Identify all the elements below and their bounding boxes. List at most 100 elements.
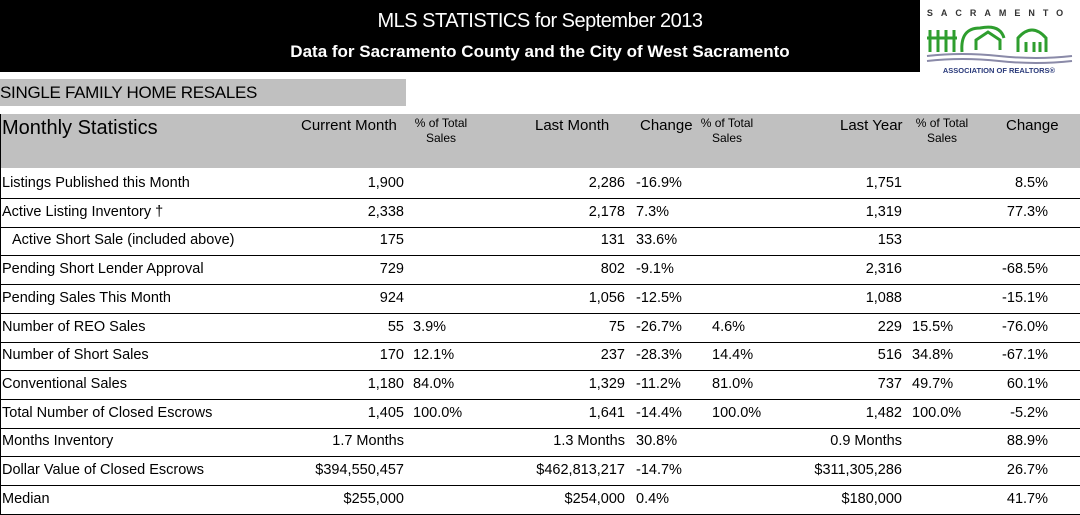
- cell-cm: $255,000: [343, 490, 404, 507]
- col-change-month: Change: [640, 117, 693, 134]
- cell-cm: 729: [379, 261, 404, 278]
- page-subtitle: Data for Sacramento County and the City …: [290, 42, 790, 61]
- col-pct-current: % of Total: [414, 116, 468, 130]
- cell-lm: 2,178: [588, 203, 625, 220]
- cell-ly: $311,305,286: [814, 462, 902, 478]
- cell-ch: -26.7%: [636, 318, 682, 335]
- cell-yc: 77.3%: [1006, 203, 1048, 220]
- cell-ly: 1,482: [865, 404, 902, 421]
- table-title: Monthly Statistics: [2, 117, 158, 139]
- cell-cp: 84.0%: [413, 375, 455, 392]
- row-label: Median: [2, 490, 50, 507]
- sacramento-realtors-logo: SACRAMENTO ASSOCIATION OF REALTORS®: [922, 2, 1077, 75]
- cell-lm: $462,813,217: [536, 462, 625, 478]
- cell-cm: 2,338: [367, 203, 404, 220]
- cell-lm: 1,641: [588, 404, 625, 421]
- cell-ly: 153: [877, 232, 902, 249]
- row-label: Pending Short Lender Approval: [2, 261, 204, 278]
- cell-ly: 1,088: [865, 289, 902, 306]
- title-banner: [0, 0, 920, 72]
- cell-yc: -5.2%: [1010, 404, 1048, 421]
- cell-lp: 4.6%: [712, 318, 746, 335]
- cell-lp: 81.0%: [712, 375, 754, 392]
- cell-yp: 34.8%: [912, 347, 954, 364]
- cell-lp: 100.0%: [712, 404, 762, 421]
- cell-ch: -14.7%: [636, 462, 682, 478]
- cell-cm: 1,900: [367, 175, 404, 191]
- row-label: Total Number of Closed Escrows: [2, 404, 213, 421]
- cell-yp: 49.7%: [912, 375, 954, 392]
- cell-lm: 2,286: [588, 175, 625, 191]
- cell-ly: 229: [877, 318, 902, 335]
- table-row: Conventional Sales 1,180 84.0% 1,329 -11.2% 8…: [0, 371, 1080, 400]
- cell-ch: 30.8%: [636, 433, 678, 450]
- row-label: Months Inventory: [2, 433, 114, 450]
- row-label: Active Listing Inventory †: [2, 203, 164, 220]
- section-title: SINGLE FAMILY HOME RESALES: [0, 79, 406, 106]
- cell-yc: -68.5%: [1002, 261, 1048, 278]
- svg-text:SACRAMENTO: SACRAMENTO: [927, 8, 1071, 18]
- cell-ch: -11.2%: [636, 375, 681, 392]
- cell-ch: 0.4%: [636, 490, 670, 507]
- cell-lm: 802: [600, 261, 625, 278]
- cell-lm: 1,056: [588, 289, 625, 306]
- row-label: Number of REO Sales: [2, 318, 146, 335]
- cell-cm: 924: [379, 289, 404, 306]
- page-title: MLS STATISTICS for September 2013: [377, 10, 703, 32]
- col-pct-last-year: % of Total: [915, 116, 969, 130]
- table-row: Listings Published this Month 1,900 2,286-…: [0, 170, 1080, 199]
- cell-lm: 75: [608, 318, 625, 335]
- cell-ch: -16.9%: [636, 175, 682, 191]
- cell-yc: -76.0%: [1002, 318, 1048, 335]
- cell-lm: 131: [600, 232, 625, 249]
- row-label: Listings Published this Month: [2, 175, 190, 191]
- table-row: Pending Sales This Month 924 1,056 -12.5% 1,…: [0, 285, 1080, 314]
- cell-lm: 1,329: [588, 375, 625, 392]
- cell-cm: 170: [379, 347, 404, 364]
- cell-ly: 0.9 Months: [830, 433, 902, 450]
- table-row: Active Short Sale (included above) 175 131…: [0, 227, 1080, 257]
- cell-yc: -15.1%: [1002, 289, 1048, 306]
- col-last-month: Last Month: [535, 117, 610, 134]
- cell-cm: $394,550,457: [315, 462, 404, 478]
- row-label: Active Short Sale (included above): [12, 232, 235, 249]
- cell-cp: 12.1%: [413, 347, 455, 364]
- cell-lm: 237: [600, 347, 625, 364]
- table-row: Number of REO Sales 55 3.9% 75 -26.7% 4.6% 229…: [0, 314, 1080, 343]
- table-left-border: [0, 114, 1, 514]
- cell-ly: 516: [877, 347, 902, 364]
- row-label: Conventional Sales: [2, 375, 127, 392]
- col-pct-current-sub: Sales: [425, 131, 457, 145]
- cell-lp: 14.4%: [712, 347, 754, 364]
- cell-yc: 8.5%: [1014, 175, 1048, 191]
- cell-lm: 1.3 Months: [553, 433, 625, 450]
- table-row: Months Inventory 1.7 Months 1.3 Months 30.8…: [0, 428, 1080, 458]
- table-row: Total Number of Closed Escrows 1,405 100.0…: [0, 400, 1080, 429]
- cell-yc: -67.1%: [1002, 347, 1048, 364]
- table-row: Pending Short Lender Approval 729 802 -9.1%…: [0, 256, 1080, 286]
- cell-yp: 100.0%: [912, 404, 962, 421]
- cell-yc: 41.7%: [1006, 490, 1048, 507]
- cell-yc: 26.7%: [1006, 462, 1048, 478]
- cell-ly: 1,319: [865, 203, 902, 220]
- col-change-year: Change: [1006, 117, 1059, 134]
- cell-cm: 1,180: [367, 375, 404, 392]
- col-pct-last-month-sub: Sales: [711, 131, 743, 145]
- cell-lm: $254,000: [564, 490, 625, 507]
- cell-ly: 737: [877, 375, 902, 392]
- table-row: Dollar Value of Closed Escrows $394,550,4…: [0, 457, 1080, 486]
- cell-yp: 15.5%: [912, 318, 954, 335]
- cell-ly: 1,751: [865, 175, 902, 191]
- cell-ch: -14.4%: [636, 404, 682, 421]
- table-header: Monthly Statistics Current Month % of To…: [0, 114, 1080, 168]
- col-current-month: Current Month: [301, 117, 397, 134]
- row-label: Dollar Value of Closed Escrows: [2, 462, 205, 478]
- cell-cm: 55: [387, 318, 404, 335]
- svg-text:ASSOCIATION OF REALTORS®: ASSOCIATION OF REALTORS®: [943, 66, 1056, 74]
- col-last-year: Last Year: [840, 117, 903, 134]
- col-pct-last-year-sub: Sales: [926, 131, 958, 145]
- cell-ch: -28.3%: [636, 347, 682, 364]
- cell-yc: 60.1%: [1006, 375, 1048, 392]
- cell-yc: 88.9%: [1006, 433, 1048, 450]
- cell-ch: -12.5%: [636, 289, 682, 306]
